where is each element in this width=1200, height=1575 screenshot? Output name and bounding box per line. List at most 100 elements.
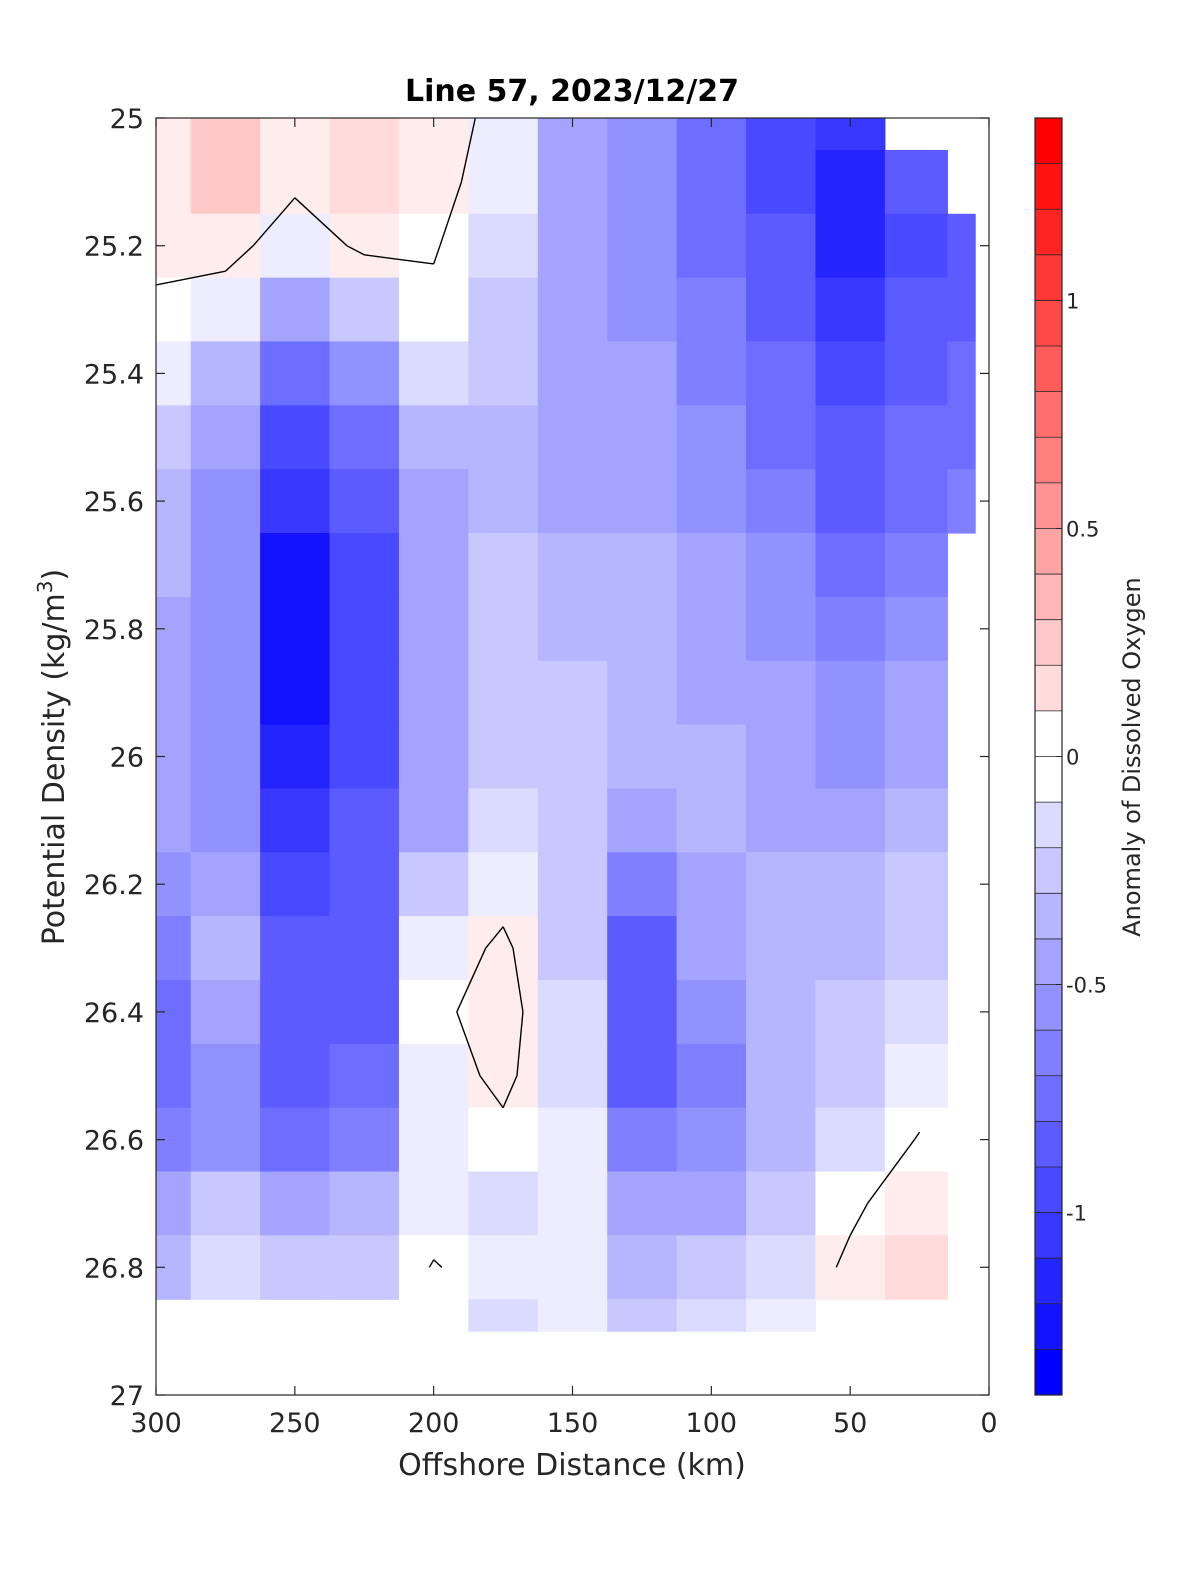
colorbar-band <box>1035 756 1062 803</box>
contour-cell <box>468 533 539 598</box>
zero-contour-segment <box>456 1011 481 1076</box>
contour-cell <box>190 213 261 279</box>
y-tick-label: 25 <box>110 104 144 135</box>
contour-cell <box>190 788 261 853</box>
colorbar-band <box>1035 482 1062 529</box>
zero-contour-segment <box>439 181 463 246</box>
contour-cell <box>746 660 817 726</box>
contour-cell <box>676 1235 747 1300</box>
contour-cell <box>190 533 261 598</box>
y-axis-label: Potential Density (kg/m3) <box>33 569 72 945</box>
zero-contour-segment <box>224 245 254 272</box>
colorbar-band <box>1035 802 1062 849</box>
contour-cell <box>537 469 608 534</box>
colorbar-band <box>1035 209 1062 256</box>
contour-cell <box>884 213 948 279</box>
contour-cell <box>815 1107 886 1173</box>
contour-cell <box>537 1043 608 1109</box>
x-tick-label: 100 <box>686 1408 738 1439</box>
y-tick-label: 26.8 <box>84 1253 144 1284</box>
contour-cell <box>260 916 331 981</box>
contour-cell <box>537 724 608 790</box>
contour-cell <box>329 1171 400 1236</box>
contour-cell <box>537 341 608 406</box>
contour-cell <box>468 149 539 215</box>
contour-cell <box>537 788 608 853</box>
contour-cell <box>260 724 331 790</box>
zero-contour-segment <box>485 926 504 949</box>
contour-cell <box>329 469 400 534</box>
contour-cell <box>329 1107 400 1173</box>
colorbar-band <box>1035 619 1062 666</box>
contour-cell <box>607 1299 678 1332</box>
y-axis-label-superscript: 3 <box>33 580 57 593</box>
contour-cell <box>398 213 469 279</box>
x-axis: 300 250 200 150 100 50 0 <box>130 118 998 1439</box>
contour-cell <box>676 533 747 598</box>
contour-cell <box>746 724 817 790</box>
contour-cell <box>329 916 400 981</box>
contour-cell <box>746 149 817 215</box>
contour-cell <box>398 852 469 917</box>
contour-cell <box>398 979 469 1045</box>
contour-cell <box>398 405 469 470</box>
contour-cell <box>468 596 539 662</box>
contour-cell <box>815 852 886 917</box>
contour-cell <box>607 852 678 917</box>
contour-cell <box>190 118 261 151</box>
contour-cell <box>884 469 948 534</box>
contour-cell <box>607 1235 678 1300</box>
contour-cell <box>607 1043 678 1109</box>
contour-cell <box>190 1043 261 1109</box>
zero-contour-segment <box>479 1075 504 1109</box>
contour-cell <box>190 1235 261 1300</box>
contour-cell <box>468 1107 539 1173</box>
contour-cell <box>746 979 817 1045</box>
contour-cell <box>884 1171 948 1236</box>
colorbar-band <box>1035 847 1062 894</box>
contour-cell <box>329 788 400 853</box>
colorbar-band <box>1035 528 1062 575</box>
contour-cell <box>260 533 331 598</box>
contour-cell <box>329 1043 400 1109</box>
contour-cell <box>815 213 886 279</box>
contour-cell <box>884 596 948 662</box>
colorbar-band <box>1035 254 1062 301</box>
contour-cell <box>537 916 608 981</box>
contour-cell <box>329 596 400 662</box>
contour-cell <box>260 149 331 215</box>
contour-cell <box>468 724 539 790</box>
contour-cell <box>607 405 678 470</box>
contour-cell <box>746 788 817 853</box>
contour-cell <box>398 1043 469 1109</box>
contour-cell <box>537 1107 608 1173</box>
contour-cell <box>260 213 331 279</box>
x-tick-label: 300 <box>130 1408 182 1439</box>
colorbar-band <box>1035 665 1062 712</box>
zero-contour-segment <box>835 1235 851 1268</box>
contour-cell <box>607 916 678 981</box>
contour-cell <box>190 405 261 470</box>
contour-cell <box>947 405 976 470</box>
contour-cell <box>537 533 608 598</box>
contour-cell <box>260 1235 331 1300</box>
contour-cell <box>746 852 817 917</box>
contour-cell <box>947 341 976 406</box>
colorbar-ticks: 1 0.5 0 -0.5 -1 <box>1056 289 1107 1226</box>
contour-cell <box>329 341 400 406</box>
contour-cell <box>398 1171 469 1236</box>
colorbar-band <box>1035 300 1062 347</box>
contour-cell <box>329 1235 400 1300</box>
contour-cell <box>607 533 678 598</box>
contour-cell <box>190 1171 261 1236</box>
contour-cell <box>398 1107 469 1173</box>
contour-cell <box>398 149 469 215</box>
contour-cell <box>260 596 331 662</box>
contour-cell <box>815 277 886 343</box>
colorbar-band <box>1035 938 1062 986</box>
contour-cell <box>746 405 817 470</box>
contour-cell <box>156 1171 192 1236</box>
contour-cell <box>676 213 747 279</box>
contour-cell <box>190 341 261 406</box>
contour-cell <box>746 916 817 981</box>
